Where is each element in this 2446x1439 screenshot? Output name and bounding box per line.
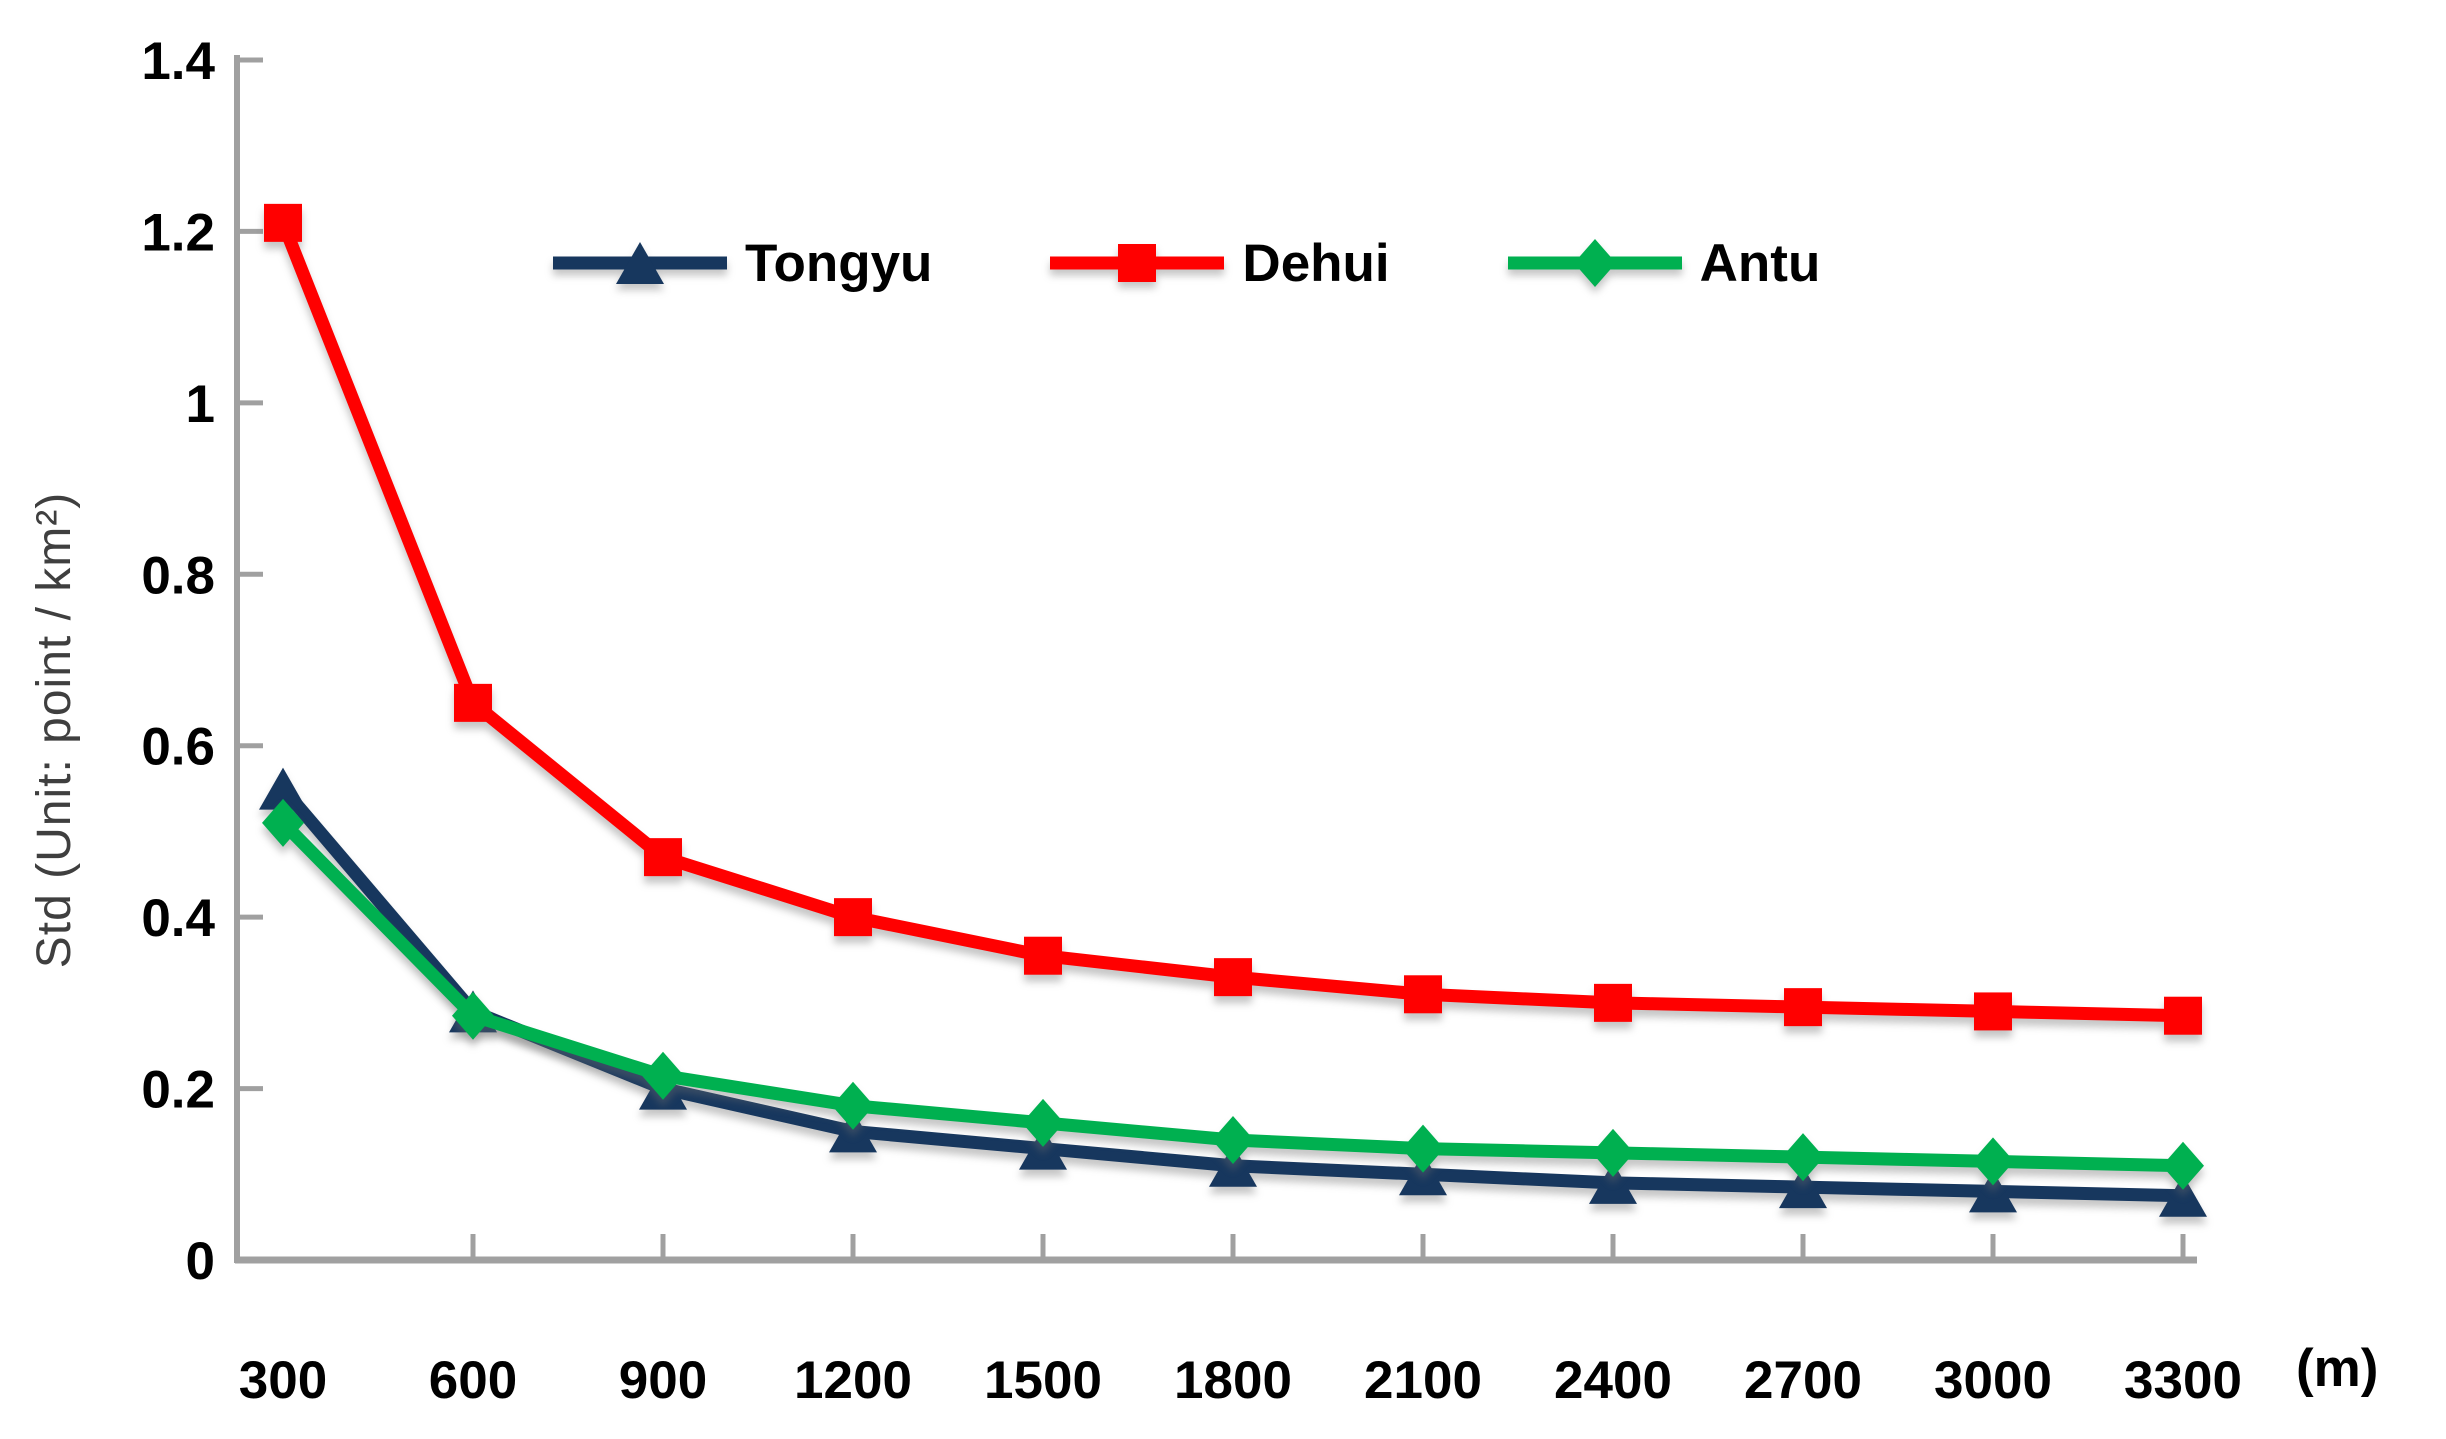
- y-tick-label: 0.6: [141, 718, 215, 777]
- marker-diamond: [642, 1051, 684, 1100]
- marker-square: [1974, 992, 2012, 1031]
- marker-diamond: [1592, 1128, 1634, 1177]
- x-tick-label: 3000: [1934, 1351, 2052, 1410]
- x-tick-label: 600: [429, 1351, 517, 1410]
- y-tick-label: 0.4: [141, 889, 215, 948]
- legend-label: Tongyu: [745, 233, 933, 293]
- tick-labels: 0 0.2 0.4 0.6 0.8 1 1.2 1.4 300 600 900 1200 1500 180…: [141, 32, 2242, 1410]
- marker-square: [1214, 958, 1252, 997]
- marker-diamond: [2162, 1141, 2204, 1190]
- marker-diamond: [1022, 1098, 1064, 1147]
- y-tick-label: 1.4: [141, 32, 215, 91]
- marker-diamond: [262, 798, 304, 847]
- marker-square: [1024, 936, 1062, 975]
- marker-triangle: [1209, 1144, 1257, 1187]
- marker-triangle: [1399, 1153, 1447, 1196]
- square-legend-marker-icon: [1050, 244, 1225, 282]
- y-tick-label: 1: [186, 375, 215, 434]
- y-axis-title: Std (Unit: point / km²): [28, 491, 81, 969]
- marker-triangle: [259, 767, 307, 810]
- marker-square: [1594, 983, 1632, 1022]
- marker-square: [2164, 996, 2202, 1035]
- x-tick-label: 3300: [2124, 1351, 2242, 1410]
- marker-square: [1404, 975, 1442, 1014]
- y-tick-label: 0.2: [141, 1061, 215, 1120]
- marker-square: [834, 898, 872, 937]
- x-tick-label: 300: [239, 1351, 327, 1410]
- marker-square: [454, 683, 492, 722]
- x-axis-unit-label: (m): [2296, 1339, 2379, 1398]
- x-tick-label: 2400: [1554, 1351, 1672, 1410]
- marker-diamond: [1402, 1124, 1444, 1173]
- legend: Tongyu Dehui Antu: [545, 221, 1820, 305]
- marker-triangle: [1589, 1161, 1637, 1204]
- x-tick-label: 900: [619, 1351, 707, 1410]
- series-line: [276, 216, 2190, 1023]
- marker-triangle: [1779, 1166, 1827, 1209]
- marker-diamond: [1573, 239, 1616, 287]
- diamond-legend-marker-icon: [1507, 239, 1682, 287]
- y-tick-label: 0: [186, 1232, 215, 1291]
- marker-triangle: [1969, 1170, 2017, 1213]
- y-tick-label: 1.2: [141, 203, 215, 262]
- marker-triangle: [616, 242, 664, 284]
- marker-square: [644, 838, 682, 877]
- marker-triangle: [1019, 1127, 1067, 1170]
- marker-diamond: [1212, 1116, 1254, 1164]
- x-tick-label: 2700: [1744, 1351, 1862, 1410]
- x-tick-label: 2100: [1364, 1351, 1482, 1410]
- series-antu: [262, 798, 2204, 1190]
- legend-label: Dehui: [1242, 233, 1390, 293]
- legend-item-dehui: Dehui: [1042, 221, 1390, 305]
- x-tick-label: 1500: [984, 1351, 1102, 1410]
- marker-square: [264, 203, 302, 242]
- legend-item-tongyu: Tongyu: [545, 221, 932, 305]
- marker-diamond: [1972, 1137, 2014, 1186]
- marker-square: [1118, 244, 1157, 282]
- marker-diamond: [832, 1081, 874, 1130]
- triangle-legend-marker-icon: [553, 242, 727, 284]
- legend-label: Antu: [1699, 233, 1821, 293]
- y-tick-label: 0.8: [141, 546, 215, 605]
- axes: [234, 55, 2197, 1264]
- marker-square: [1784, 988, 1822, 1027]
- x-tick-label: 1800: [1174, 1351, 1292, 1410]
- series-dehui: [264, 203, 2202, 1035]
- marker-diamond: [1782, 1133, 1824, 1182]
- marker-diamond: [452, 991, 494, 1040]
- legend-item-antu: Antu: [1500, 221, 1821, 305]
- x-tick-label: 1200: [794, 1351, 912, 1410]
- tick-marks: [237, 57, 2186, 1260]
- marker-triangle: [829, 1110, 877, 1153]
- marker-triangle: [2159, 1174, 2207, 1217]
